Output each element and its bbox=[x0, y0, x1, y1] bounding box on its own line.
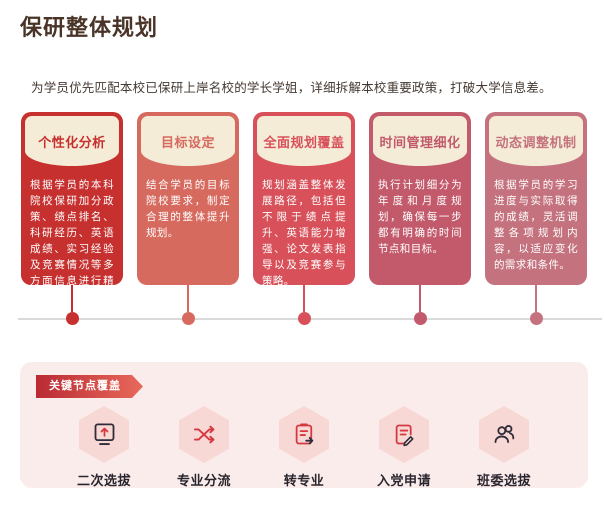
key-item-major-diversion: 专业分流 bbox=[160, 406, 248, 489]
card-header: 动态调整机制 bbox=[489, 116, 583, 166]
card-body-text: 根据学员的本科院校保研加分政策、绩点排名、科研经历、英语成绩、实习经验及竞赛情况… bbox=[30, 179, 114, 303]
key-nodes-badge: 关键节点覆盖 bbox=[36, 375, 143, 398]
monitor-up-icon bbox=[94, 423, 114, 445]
key-item-class-committee: 班委选拔 bbox=[460, 406, 548, 489]
hexagon-tile bbox=[279, 406, 329, 463]
hexagon-tile bbox=[179, 406, 229, 463]
page-subtitle: 为学员优先匹配本校已保研上岸名校的学长学姐，详细拆解本校重要政策，打破大学信息差… bbox=[31, 81, 552, 95]
timeline-stem bbox=[535, 285, 537, 312]
card-title: 目标设定 bbox=[160, 134, 215, 150]
plan-card-time-management: 时间管理细化 执行计划细分为年度和月度规划，确保每一步都有明确的时间节点和目标。 bbox=[369, 112, 471, 285]
hexagon-tile bbox=[479, 406, 529, 463]
timeline-dot bbox=[181, 312, 195, 325]
timeline-dot bbox=[413, 312, 427, 325]
page-title: 保研整体规划 bbox=[20, 15, 159, 40]
card-header: 全面规划覆盖 bbox=[257, 116, 351, 166]
plan-card-goal-setting: 目标设定 结合学员的目标院校要求，制定合理的整体提升规划。 bbox=[137, 112, 239, 285]
plan-card-personal-analysis: 个性化分析 根据学员的本科院校保研加分政策、绩点排名、科研经历、英语成绩、实习经… bbox=[21, 112, 123, 303]
card-header: 个性化分析 bbox=[25, 116, 119, 166]
hexagon-tile bbox=[379, 406, 429, 463]
timeline-dot bbox=[529, 312, 543, 325]
timeline-stem bbox=[187, 285, 189, 312]
plan-card-column: 动态调整机制 根据学员的学习进度与实际取得的成绩，灵活调整各项规划内容，以适应变… bbox=[485, 112, 587, 325]
plan-card-column: 目标设定 结合学员的目标院校要求，制定合理的整体提升规划。 bbox=[137, 112, 239, 325]
key-item-label: 班委选拔 bbox=[476, 473, 531, 488]
card-title: 动态调整机制 bbox=[495, 134, 577, 150]
card-header: 时间管理细化 bbox=[373, 116, 467, 166]
timeline-stem bbox=[303, 285, 305, 312]
shuffle-icon bbox=[193, 425, 214, 444]
timeline-stem bbox=[71, 285, 73, 312]
key-item-label: 二次选拔 bbox=[76, 473, 131, 488]
card-body-text: 根据学员的学习进度与实际取得的成绩，灵活调整各项规划内容，以适应变化的需求和条件… bbox=[494, 179, 578, 271]
plan-card-dynamic-adjustment: 动态调整机制 根据学员的学习进度与实际取得的成绩，灵活调整各项规划内容，以适应变… bbox=[485, 112, 587, 285]
clipboard-transfer-icon bbox=[295, 423, 313, 445]
key-item-secondary-selection: 二次选拔 bbox=[60, 406, 148, 489]
timeline-dot bbox=[65, 312, 79, 325]
card-body-text: 规划涵盖整体发展路径，包括但不限于绩点提升、英语能力增强、论文发表指导以及竞赛参… bbox=[262, 179, 346, 287]
key-item-change-major: 转专业 bbox=[260, 406, 348, 489]
card-title: 个性化分析 bbox=[38, 134, 106, 150]
plan-cards-row: 个性化分析 根据学员的本科院校保研加分政策、绩点排名、科研经历、英语成绩、实习经… bbox=[21, 112, 587, 325]
timeline-dot bbox=[297, 312, 311, 325]
people-icon bbox=[494, 425, 514, 444]
plan-card-full-coverage: 全面规划覆盖 规划涵盖整体发展路径，包括但不限于绩点提升、英语能力增强、论文发表… bbox=[253, 112, 355, 287]
plan-card-column: 时间管理细化 执行计划细分为年度和月度规划，确保每一步都有明确的时间节点和目标。 bbox=[369, 112, 471, 325]
document-pencil-icon bbox=[395, 424, 413, 447]
key-item-label: 转专业 bbox=[283, 473, 325, 488]
plan-card-column: 全面规划覆盖 规划涵盖整体发展路径，包括但不限于绩点提升、英语能力增强、论文发表… bbox=[253, 112, 355, 325]
card-title: 全面规划覆盖 bbox=[263, 134, 345, 150]
card-title: 时间管理细化 bbox=[379, 134, 461, 150]
key-item-label: 专业分流 bbox=[176, 473, 231, 488]
timeline-stem bbox=[419, 285, 421, 312]
plan-card-column: 个性化分析 根据学员的本科院校保研加分政策、绩点排名、科研经历、英语成绩、实习经… bbox=[21, 112, 123, 325]
hexagon-tile bbox=[79, 406, 129, 463]
card-body-text: 执行计划细分为年度和月度规划，确保每一步都有明确的时间节点和目标。 bbox=[378, 179, 462, 255]
key-item-party-application: 入党申请 bbox=[360, 406, 448, 489]
card-header: 目标设定 bbox=[141, 116, 235, 166]
key-nodes-items: 二次选拔 专业分流 转专业 bbox=[60, 406, 548, 489]
key-item-label: 入党申请 bbox=[376, 473, 431, 488]
key-nodes-panel: 关键节点覆盖 二次选拔 专业分流 bbox=[20, 362, 588, 488]
card-body-text: 结合学员的目标院校要求，制定合理的整体提升规划。 bbox=[146, 179, 230, 239]
